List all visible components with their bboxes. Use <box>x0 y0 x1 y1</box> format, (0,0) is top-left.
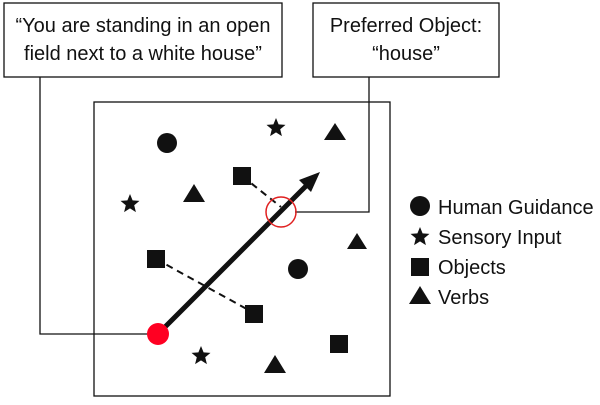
projection-line-lower <box>155 258 255 314</box>
legend-triangle-icon <box>409 286 431 304</box>
human-guidance-marker <box>157 133 177 153</box>
arrow-head-icon <box>299 172 320 192</box>
legend-circle-icon <box>410 196 430 216</box>
sensory-input-marker <box>191 346 211 365</box>
human-guidance-marker <box>288 259 308 279</box>
verb-marker <box>264 355 286 373</box>
sensory-input-marker <box>120 194 140 213</box>
object-marker <box>330 335 348 353</box>
legend-square-icon <box>411 258 429 276</box>
preferred-object-label: Preferred Object: <box>330 15 482 37</box>
legend-label-sensory-input: Sensory Input <box>438 227 562 249</box>
preferred-object-callout: Preferred Object: “house” <box>312 2 500 78</box>
legend-label-objects: Objects <box>438 257 506 279</box>
object-marker <box>147 250 165 268</box>
preferred-object-value: “house” <box>372 43 440 65</box>
trajectory-arrow <box>156 184 308 336</box>
sensory-input-marker <box>266 118 286 137</box>
legend-star-icon <box>410 227 430 246</box>
preferred-object-box <box>312 2 500 78</box>
verb-marker <box>183 184 205 202</box>
verb-marker <box>324 123 346 140</box>
object-marker <box>245 305 263 323</box>
observation-leader-line <box>39 77 158 335</box>
preferred-highlight-circle <box>265 196 297 228</box>
preferred-leader-line <box>295 77 370 213</box>
legend-label-verbs: Verbs <box>438 287 489 309</box>
observation-callout: “You are standing in an open field next … <box>3 2 283 78</box>
embedding-space-box <box>93 101 391 397</box>
observation-text-line2: field next to a white house” <box>24 43 262 65</box>
start-point <box>147 323 169 345</box>
legend: Human Guidance Sensory Input Objects Ver… <box>409 196 594 309</box>
observation-text-line1: “You are standing in an open <box>15 15 270 37</box>
legend-label-human-guidance: Human Guidance <box>438 197 594 219</box>
observation-box <box>3 2 283 78</box>
projection-line-upper <box>241 175 282 208</box>
verb-marker <box>347 233 367 249</box>
object-marker <box>233 167 251 185</box>
